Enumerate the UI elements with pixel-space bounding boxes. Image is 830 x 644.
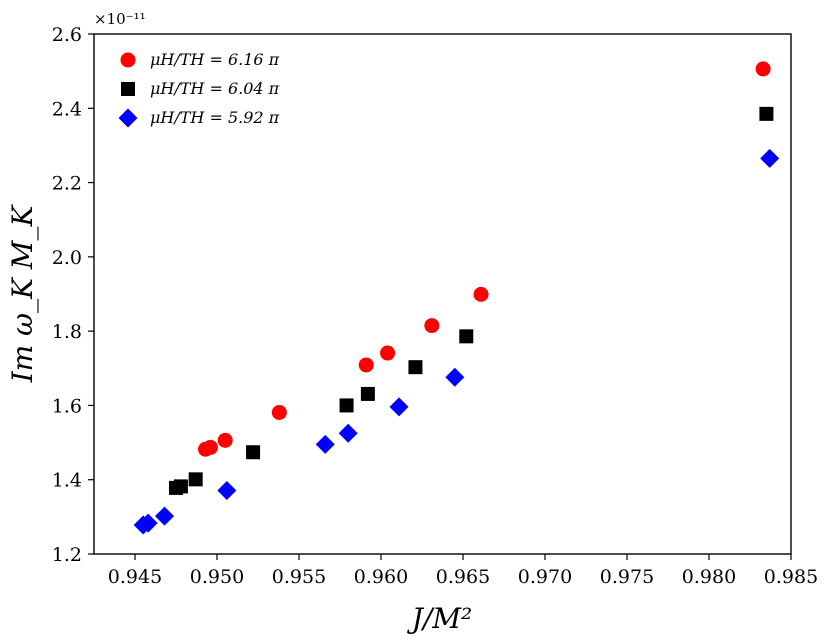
data-point-series-3	[155, 506, 175, 526]
legend-marker-2	[121, 82, 135, 96]
data-point-series-1	[217, 432, 233, 448]
data-point-series-3	[389, 397, 409, 417]
data-point-series-2	[246, 445, 261, 460]
legend-label-2: μH/TH = 6.04 π	[150, 79, 280, 98]
x-tick-label: 0.950	[190, 566, 244, 588]
y-tick-label: 1.2	[52, 544, 82, 566]
data-point-series-1	[424, 318, 440, 334]
data-points	[133, 61, 780, 535]
legend-marker-3	[118, 108, 138, 128]
data-point-series-2	[188, 472, 203, 487]
x-tick-label: 0.960	[354, 566, 408, 588]
legend-label-3: μH/TH = 5.92 π	[150, 108, 280, 127]
data-point-series-1	[473, 286, 489, 302]
data-point-series-2	[408, 360, 423, 375]
data-point-series-1	[755, 61, 771, 77]
y-offset-label: ×10⁻¹¹	[94, 10, 146, 28]
legend-marker-1	[120, 52, 136, 68]
y-tick-label: 2.6	[52, 24, 82, 46]
data-point-series-3	[445, 367, 465, 387]
data-point-series-1	[202, 439, 218, 455]
data-point-series-1	[380, 345, 396, 361]
data-point-series-3	[217, 480, 237, 500]
plot-frame	[93, 33, 792, 555]
y-tick-label: 1.6	[52, 395, 82, 417]
axis-ticks: 0.945 0.950 0.955 0.960 0.965 0.970 0.975 0.980…	[52, 24, 818, 588]
y-axis-label: Im ω_K M_K	[6, 204, 39, 384]
y-tick-label: 2.2	[52, 173, 82, 195]
x-tick-label: 0.970	[518, 566, 572, 588]
x-axis-label: J/M²	[407, 602, 473, 635]
y-tick-label: 2.4	[52, 98, 82, 120]
data-point-series-1	[271, 404, 287, 420]
data-point-series-2	[360, 386, 375, 401]
data-point-series-3	[338, 423, 358, 443]
y-tick-label: 1.4	[52, 470, 82, 492]
x-tick-label: 0.955	[272, 566, 326, 588]
data-point-series-2	[173, 479, 188, 494]
x-tick-label: 0.980	[682, 566, 736, 588]
x-tick-label: 0.975	[600, 566, 654, 588]
data-point-series-3	[760, 148, 780, 168]
x-tick-label: 0.985	[764, 566, 818, 588]
data-point-series-2	[759, 106, 774, 121]
data-point-series-2	[459, 329, 474, 344]
x-tick-label: 0.965	[436, 566, 490, 588]
data-point-series-1	[358, 357, 374, 373]
x-tick-label: 0.945	[108, 566, 162, 588]
legend-label-1: μH/TH = 6.16 π	[150, 50, 280, 69]
y-tick-label: 2.0	[52, 247, 82, 269]
data-point-series-2	[339, 398, 354, 413]
data-point-series-3	[138, 513, 158, 533]
y-tick-label: 1.8	[52, 321, 82, 343]
legend: μH/TH = 6.16 π μH/TH = 6.04 π μH/TH = 5.92…	[118, 50, 280, 128]
data-point-series-3	[315, 434, 335, 454]
